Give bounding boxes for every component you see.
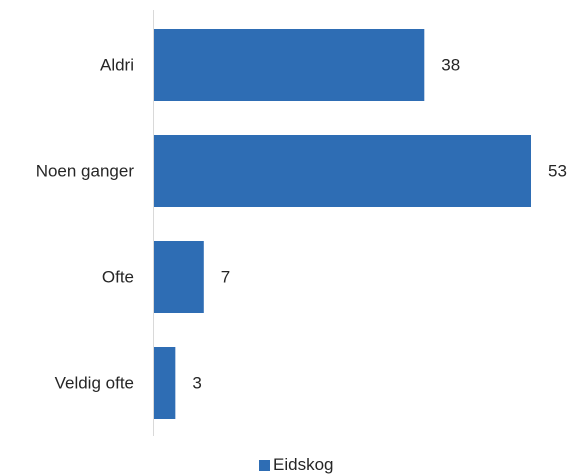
bar-aldri — [154, 29, 425, 101]
legend-label-eidskog: Eidskog — [273, 455, 334, 474]
data-label-noen-ganger: 53 — [548, 162, 567, 181]
category-label-aldri: Aldri — [100, 56, 134, 75]
data-label-veldig-ofte: 3 — [192, 374, 201, 393]
category-label-noen-ganger: Noen ganger — [36, 162, 135, 181]
legend: Eidskog — [259, 455, 333, 475]
data-label-ofte: 7 — [221, 268, 230, 287]
legend-swatch — [259, 459, 270, 471]
bar-veldig-ofte — [154, 347, 176, 419]
category-label-ofte: Ofte — [102, 268, 134, 287]
bar-ofte — [154, 241, 204, 313]
bar-chart: Aldri Noen ganger Ofte Veldig ofte 38 53 7 3 — [36, 10, 567, 436]
bar-noen-ganger — [154, 135, 531, 207]
category-label-veldig-ofte: Veldig ofte — [55, 374, 134, 393]
data-label-aldri: 38 — [441, 56, 460, 75]
